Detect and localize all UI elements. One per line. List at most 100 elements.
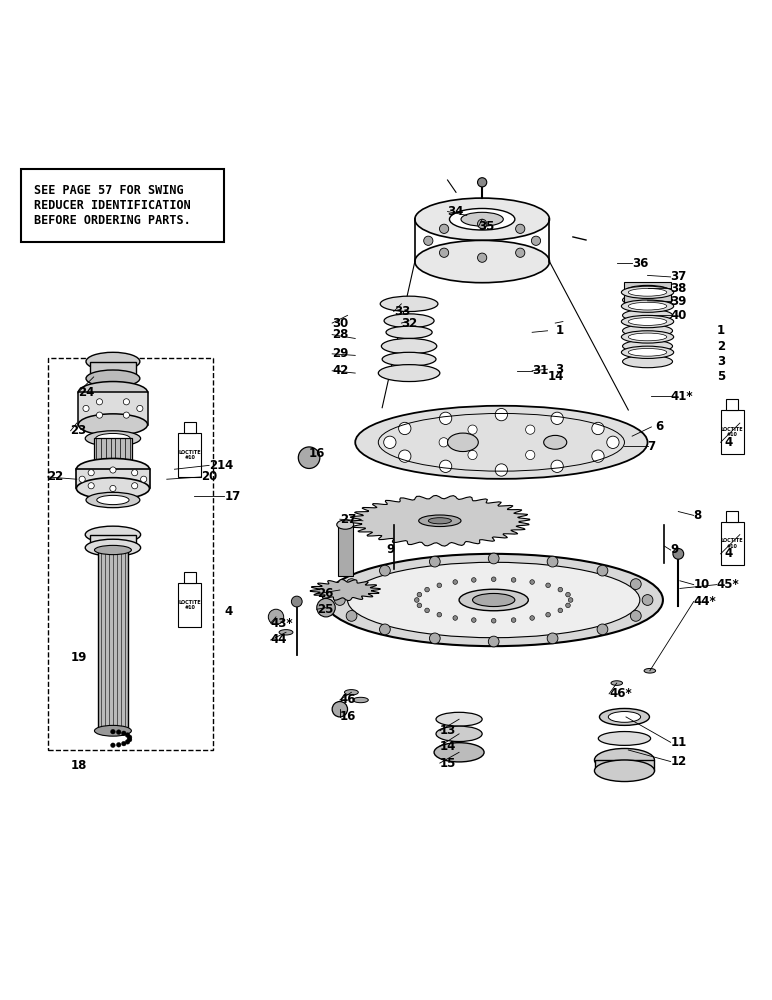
Text: 4: 4 <box>225 605 232 618</box>
Circle shape <box>437 583 442 588</box>
Circle shape <box>547 633 558 644</box>
Circle shape <box>332 702 347 717</box>
Ellipse shape <box>436 712 482 726</box>
Ellipse shape <box>415 240 550 283</box>
Circle shape <box>530 580 534 584</box>
Circle shape <box>429 633 440 644</box>
Text: 26: 26 <box>317 587 334 600</box>
Ellipse shape <box>448 433 479 452</box>
Text: 20: 20 <box>201 470 218 483</box>
Bar <box>90 535 136 548</box>
Circle shape <box>96 412 103 418</box>
Text: SEE PAGE 57 FOR SWING
REDUCER IDENTIFICATION
BEFORE ORDERING PARTS.: SEE PAGE 57 FOR SWING REDUCER IDENTIFICA… <box>34 184 191 227</box>
Ellipse shape <box>594 748 655 772</box>
Circle shape <box>551 412 564 424</box>
Bar <box>76 469 150 488</box>
Circle shape <box>468 450 477 460</box>
Text: 38: 38 <box>671 282 687 295</box>
Ellipse shape <box>600 708 649 725</box>
Text: 28: 28 <box>332 328 348 341</box>
Text: 2: 2 <box>716 340 725 353</box>
Circle shape <box>592 450 604 462</box>
Text: 21: 21 <box>209 459 225 472</box>
Circle shape <box>425 608 429 613</box>
Text: 31: 31 <box>532 364 548 377</box>
Ellipse shape <box>353 697 368 703</box>
Bar <box>595 760 654 771</box>
Circle shape <box>346 579 357 589</box>
Text: 37: 37 <box>671 270 687 283</box>
Circle shape <box>495 408 507 421</box>
Circle shape <box>291 596 302 607</box>
Ellipse shape <box>628 348 667 356</box>
Circle shape <box>568 598 573 602</box>
Ellipse shape <box>85 431 141 446</box>
Text: 15: 15 <box>440 757 456 770</box>
Text: 12: 12 <box>671 755 687 768</box>
Circle shape <box>429 556 440 567</box>
Circle shape <box>125 740 130 744</box>
Text: 4: 4 <box>724 436 733 449</box>
FancyBboxPatch shape <box>21 169 225 242</box>
Circle shape <box>526 425 535 434</box>
Text: 3: 3 <box>555 363 564 376</box>
Text: 43*: 43* <box>271 617 293 630</box>
Circle shape <box>439 460 452 472</box>
Ellipse shape <box>628 288 667 296</box>
Ellipse shape <box>594 760 655 782</box>
Ellipse shape <box>621 331 674 343</box>
Circle shape <box>597 624 608 635</box>
Circle shape <box>489 636 499 647</box>
Text: 19: 19 <box>70 651 87 664</box>
Text: 44*: 44* <box>694 595 716 608</box>
Ellipse shape <box>344 690 358 695</box>
Circle shape <box>558 608 563 613</box>
Ellipse shape <box>621 300 674 312</box>
Circle shape <box>592 422 604 435</box>
Circle shape <box>398 422 411 435</box>
Circle shape <box>117 743 121 747</box>
Text: 14: 14 <box>440 740 456 753</box>
Bar <box>178 583 201 627</box>
Ellipse shape <box>418 515 461 527</box>
Text: 41*: 41* <box>671 390 693 403</box>
Ellipse shape <box>436 726 482 742</box>
Ellipse shape <box>611 681 622 685</box>
Ellipse shape <box>381 296 438 312</box>
Ellipse shape <box>644 668 655 673</box>
Text: 3: 3 <box>716 355 725 368</box>
Circle shape <box>516 224 525 233</box>
Bar <box>98 550 127 731</box>
Text: 46: 46 <box>340 693 357 706</box>
Circle shape <box>125 733 130 737</box>
Polygon shape <box>349 495 530 546</box>
Circle shape <box>558 587 563 592</box>
Ellipse shape <box>622 340 672 352</box>
Circle shape <box>495 464 507 476</box>
Circle shape <box>346 611 357 621</box>
Polygon shape <box>310 579 381 601</box>
Circle shape <box>425 587 429 592</box>
Text: 14: 14 <box>547 370 564 383</box>
Circle shape <box>298 447 320 468</box>
Circle shape <box>417 603 422 608</box>
Text: 6: 6 <box>655 420 663 433</box>
Ellipse shape <box>384 314 434 328</box>
Circle shape <box>334 595 345 605</box>
Ellipse shape <box>78 382 147 403</box>
Circle shape <box>472 578 476 582</box>
Circle shape <box>511 578 516 582</box>
Text: 23: 23 <box>70 424 87 437</box>
Ellipse shape <box>347 562 640 638</box>
Bar <box>48 358 213 750</box>
Bar <box>93 438 132 465</box>
Circle shape <box>131 483 137 489</box>
Circle shape <box>551 460 564 472</box>
Text: LOCTITE
#10: LOCTITE #10 <box>721 427 743 437</box>
Circle shape <box>468 425 477 434</box>
Ellipse shape <box>621 346 674 358</box>
Circle shape <box>96 399 103 405</box>
Text: 16: 16 <box>340 710 356 723</box>
Text: 33: 33 <box>394 305 410 318</box>
Text: 35: 35 <box>479 220 495 233</box>
